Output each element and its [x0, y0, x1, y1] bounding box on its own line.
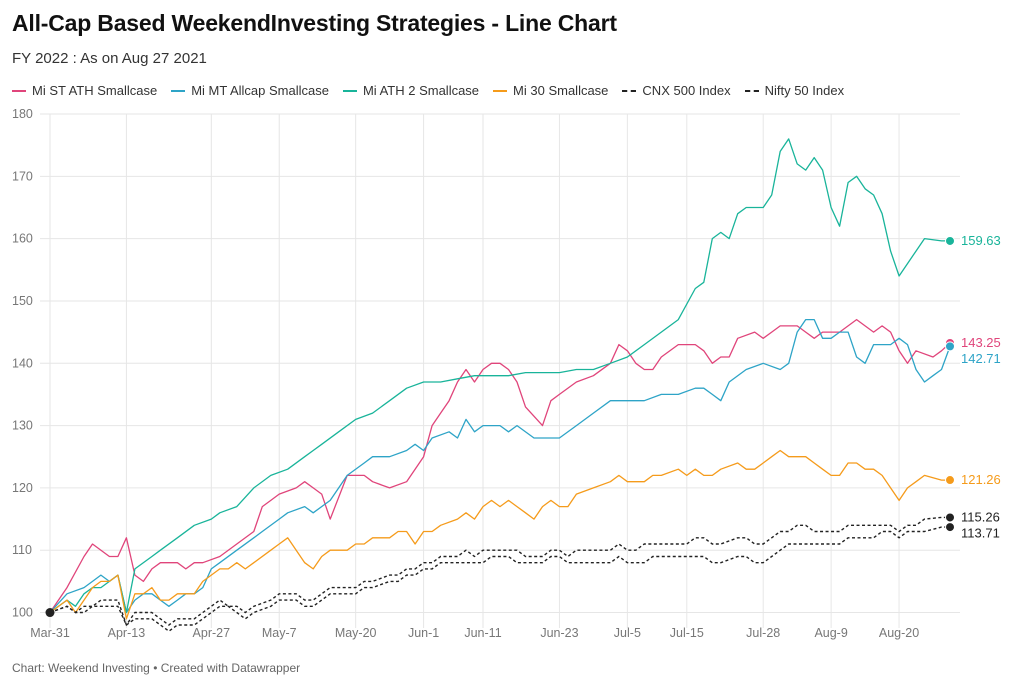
- x-tick-label: Jul-5: [614, 626, 641, 640]
- x-tick-label: Jul-28: [746, 626, 780, 640]
- x-tick-label: Jul-15: [670, 626, 704, 640]
- end-value-label-4: 115.26: [961, 509, 1000, 524]
- chart-footer: Chart: Weekend Investing • Created with …: [12, 661, 301, 675]
- y-tick-label: 120: [12, 481, 33, 495]
- x-tick-label: Aug-9: [814, 626, 847, 640]
- y-tick-label: 150: [12, 294, 33, 308]
- end-value-label-3: 121.26: [961, 472, 1001, 487]
- x-tick-label: May-20: [335, 626, 377, 640]
- series-line-0: [49, 318, 951, 613]
- x-axis: Mar-31 Apr-13 Apr-27 May-7 May-20 Jun-1 Jun-11…: [30, 626, 919, 640]
- chart-legend: Mi ST ATH Smallcase Mi MT Allcap Smallca…: [12, 83, 844, 98]
- y-tick-label: 170: [12, 169, 33, 183]
- series-line-4: [49, 516, 950, 626]
- y-tick-label: 110: [12, 543, 32, 557]
- end-marker-3: [945, 475, 955, 486]
- x-tick-label: May-7: [262, 626, 297, 640]
- x-tick-label: Jun-1: [408, 626, 439, 640]
- y-tick-label: 160: [12, 232, 33, 246]
- x-tick-label: Aug-20: [879, 626, 919, 640]
- y-axis: 100 110 120 130 140 150 160 170 180: [12, 107, 33, 620]
- series-line-1: [49, 318, 951, 614]
- legend-item-mi-30[interactable]: Mi 30 Smallcase: [493, 83, 608, 98]
- x-tick-label: Apr-27: [193, 626, 231, 640]
- legend-swatch-icon: [12, 89, 26, 92]
- legend-swatch-icon: [171, 89, 186, 92]
- end-value-label-2: 159.63: [961, 233, 1001, 248]
- legend-label: Mi 30 Smallcase: [513, 83, 609, 98]
- end-marker-1: [945, 341, 955, 352]
- legend-label: Nifty 50 Index: [764, 83, 845, 98]
- series-line-3: [49, 449, 950, 620]
- legend-item-cnx-500[interactable]: CNX 500 Index: [622, 83, 731, 98]
- x-tick-label: Apr-13: [108, 626, 146, 640]
- legend-item-mi-st-ath[interactable]: Mi ST ATH Smallcase: [12, 83, 157, 98]
- y-tick-label: 180: [12, 107, 33, 121]
- end-marker-4: [945, 512, 955, 523]
- end-value-label-1: 142.71: [961, 351, 1001, 366]
- chart-title: All-Cap Based WeekendInvesting Strategie…: [12, 10, 617, 36]
- legend-item-mi-ath-2[interactable]: Mi ATH 2 Smallcase: [342, 83, 480, 98]
- end-marker-5: [945, 522, 955, 533]
- end-marker-2: [945, 235, 955, 246]
- y-tick-label: 100: [12, 606, 33, 620]
- legend-label: CNX 500 Index: [642, 83, 731, 98]
- legend-swatch-icon: [342, 89, 357, 92]
- legend-item-mi-mt-allcap[interactable]: Mi MT Allcap Smallcase: [171, 83, 329, 98]
- y-tick-label: 140: [12, 356, 33, 370]
- x-tick-label: Jun-11: [464, 626, 501, 640]
- x-tick-label: Jun-23: [540, 626, 578, 640]
- legend-label: Mi ATH 2 Smallcase: [362, 83, 480, 98]
- legend-swatch-dashed-icon: [744, 89, 759, 92]
- series-line-2: [49, 138, 950, 614]
- end-value-label-0: 143.25: [961, 335, 1001, 350]
- end-value-label-5: 113.71: [961, 525, 1000, 540]
- y-tick-label: 130: [12, 419, 33, 433]
- start-marker: [45, 608, 55, 618]
- chart-subtitle: FY 2022 : As on Aug 27 2021: [12, 50, 207, 67]
- legend-label: Mi ST ATH Smallcase: [32, 83, 158, 98]
- legend-swatch-dashed-icon: [622, 89, 637, 92]
- legend-label: Mi MT Allcap Smallcase: [191, 83, 329, 98]
- x-tick-label: Mar-31: [30, 626, 70, 640]
- grid-lines: [40, 113, 960, 628]
- legend-swatch-icon: [493, 89, 508, 92]
- series-line-5: [49, 526, 950, 632]
- legend-item-nifty-50[interactable]: Nifty 50 Index: [744, 83, 845, 98]
- series-lines: [49, 138, 951, 632]
